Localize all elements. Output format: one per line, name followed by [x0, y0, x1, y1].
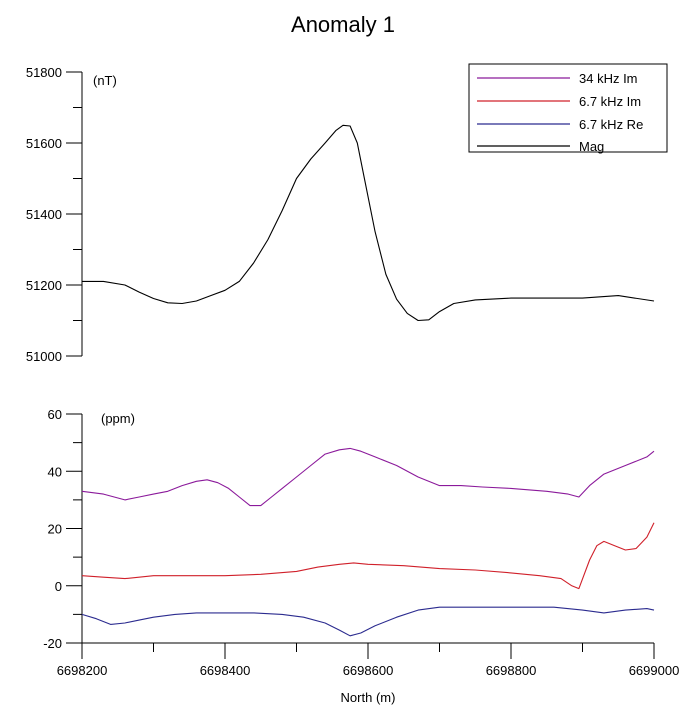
- em-y-tick-label: 0: [55, 579, 62, 594]
- em-y-tick-label: 20: [48, 522, 62, 537]
- em-y-tick-label: -20: [43, 636, 62, 651]
- legend-box: [468, 63, 668, 153]
- em-y-tick-label: 60: [48, 407, 62, 422]
- legend: 34 kHz Im 6.7 kHz Im 6.7 kHz Re Mag: [468, 63, 668, 154]
- x-tick-label: 6698800: [486, 663, 537, 678]
- x-tick-label: 6698200: [57, 663, 108, 678]
- em-unit-label: (ppm): [101, 411, 135, 426]
- x-axis: North (m) 6698200 6698400 6698600 6698800 66…: [57, 642, 680, 705]
- series-34-khz-im-line: [81, 447, 655, 507]
- series-mag-line: [82, 124, 655, 322]
- mag-y-tick-label: 51200: [26, 278, 62, 293]
- mag-y-tick-label: 51000: [26, 349, 62, 364]
- mag-y-tick-label: 51400: [26, 207, 62, 222]
- em-panel: (ppm) -20 0 20 40 60: [43, 407, 655, 651]
- x-tick-label: 6698600: [343, 663, 394, 678]
- legend-label-6-7khz-re: 6.7 kHz Re: [579, 117, 643, 132]
- legend-label-34khz-im: 34 kHz Im: [579, 71, 638, 86]
- x-tick-label: 6699000: [629, 663, 680, 678]
- x-tick-label: 6698400: [200, 663, 251, 678]
- legend-label-mag: Mag: [579, 139, 604, 154]
- series-6-7-khz-im-line: [81, 522, 655, 590]
- mag-y-tick-label: 51800: [26, 65, 62, 80]
- magnetic-panel: (nT) 51000 51200 51400 51600 51800: [26, 65, 655, 364]
- chart-title: Anomaly 1: [291, 12, 395, 37]
- x-axis-title: North (m): [341, 690, 396, 705]
- mag-unit-label: (nT): [93, 73, 117, 88]
- series-6-7-khz-re-line: [81, 606, 655, 637]
- legend-label-6-7khz-im: 6.7 kHz Im: [579, 94, 641, 109]
- mag-y-tick-label: 51600: [26, 136, 62, 151]
- em-y-tick-label: 40: [48, 464, 62, 479]
